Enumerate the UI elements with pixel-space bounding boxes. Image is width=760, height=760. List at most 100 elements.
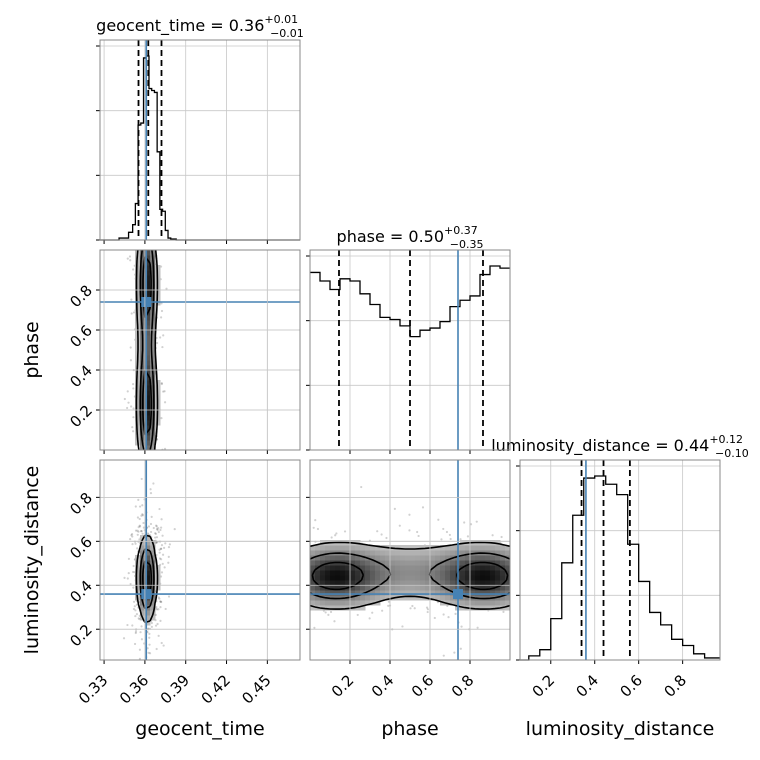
density-cell [440, 595, 446, 601]
scatter-point [141, 514, 145, 517]
density-cell [325, 570, 331, 576]
density-cell [460, 600, 466, 606]
density-cell [145, 430, 151, 436]
scatter-point [135, 613, 139, 616]
tick-label-x-luminosity-distance: 0.2 [529, 671, 559, 701]
density-cell [375, 545, 381, 551]
density-cell [445, 580, 451, 586]
title-phase-value: phase = 0.50 [337, 227, 444, 246]
scatter-point [433, 616, 436, 620]
scatter-point [156, 341, 159, 345]
density-cell [315, 560, 321, 566]
density-cell [135, 405, 141, 411]
scatter-point [150, 621, 153, 625]
density-cell [485, 580, 491, 586]
density-cell [150, 270, 156, 276]
density-cell [330, 580, 336, 586]
density-cell [410, 575, 416, 581]
contour-line [139, 250, 155, 450]
density-cell [360, 600, 366, 606]
density-cell [505, 545, 510, 551]
scatter-point [158, 548, 161, 551]
density-cell [505, 600, 510, 606]
density-cell [380, 595, 386, 601]
density-cell [145, 305, 151, 311]
density-cell [495, 570, 501, 576]
scatter-point [130, 312, 133, 315]
density-cell [135, 410, 141, 416]
scatter-point [409, 607, 412, 610]
density-cell [140, 610, 146, 616]
density-cell [480, 600, 486, 606]
density-cell [465, 585, 471, 591]
density-cell [470, 565, 476, 571]
density-cell [310, 550, 316, 556]
density-cell [425, 585, 431, 591]
density-cell [145, 610, 151, 616]
scatter-point [149, 530, 153, 534]
density-cell [420, 585, 426, 591]
scatter-point [138, 538, 141, 541]
density-cell [450, 575, 456, 581]
scatter-point [149, 522, 153, 526]
density-cell [370, 550, 376, 556]
title-geocent-time-minus: −0.01 [270, 27, 304, 40]
title-luminosity-distance-value: luminosity_distance = 0.44 [491, 436, 709, 456]
density-cell [320, 550, 326, 556]
scatter-point [159, 600, 162, 603]
density-cell [505, 605, 510, 611]
density-cell [475, 590, 481, 596]
panel-hist-phase [309, 249, 511, 451]
density-cell [405, 580, 411, 586]
density-cell [480, 605, 486, 611]
density-cell [450, 600, 456, 606]
density-cell [145, 290, 151, 296]
scatter-point [123, 397, 126, 401]
histogram-luminosity-distance [520, 475, 720, 661]
density-cell [470, 590, 476, 596]
density-cell [145, 410, 151, 416]
density-cell [355, 575, 361, 581]
density-cell [135, 415, 141, 421]
scatter-point [163, 447, 167, 450]
scatter-point [134, 542, 137, 545]
scatter-point [136, 547, 139, 550]
scatter-point [445, 530, 449, 534]
scatter-point [158, 597, 161, 600]
scatter-point [500, 535, 503, 539]
density-cell [355, 585, 361, 591]
density-cell [315, 550, 321, 556]
density-cell [505, 570, 510, 576]
scatter-point [148, 643, 151, 646]
scatter-point [132, 268, 135, 271]
density-cell [430, 570, 436, 576]
density-cell [140, 305, 146, 311]
density-cell [145, 370, 151, 376]
density-cell [445, 590, 451, 596]
scatter-point [129, 582, 132, 586]
density-cell [345, 570, 351, 576]
scatter-point [150, 515, 153, 518]
density-cell [400, 590, 406, 596]
density-cell [145, 380, 151, 386]
density-cell [330, 570, 336, 576]
scatter-point [132, 311, 136, 314]
tick-label-y-phase: 0.8 [66, 282, 96, 312]
density-cell [310, 595, 316, 601]
scatter-point [131, 535, 134, 538]
density-cell [450, 580, 456, 586]
density-cell [445, 595, 451, 601]
density-cell [445, 565, 451, 571]
scatter-point [127, 572, 130, 575]
scatter-point [437, 518, 440, 521]
scatter-point [148, 632, 151, 636]
density-cell [145, 570, 151, 576]
density-cell [360, 550, 366, 556]
scatter-point [393, 507, 396, 511]
density-cell [465, 570, 471, 576]
density-cell [150, 580, 156, 586]
scatter-point [138, 524, 141, 527]
density-cell [385, 570, 391, 576]
scatter-point [160, 381, 163, 385]
density-cell [465, 555, 471, 561]
